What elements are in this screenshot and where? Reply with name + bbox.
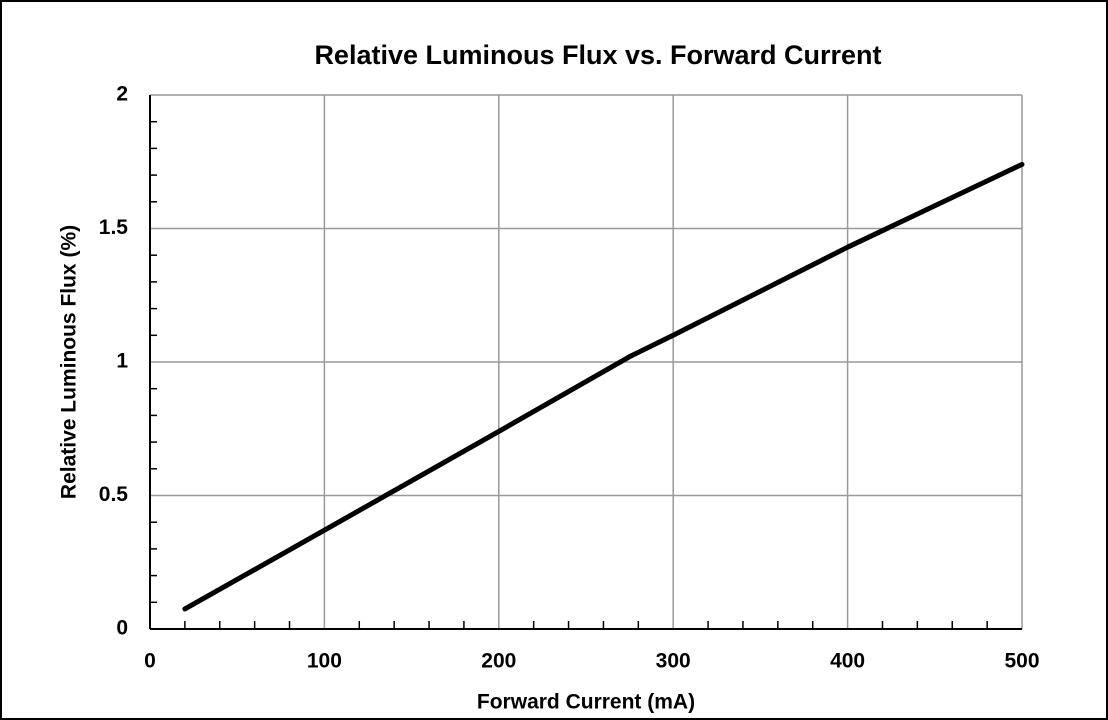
x-tick-label: 0 bbox=[144, 650, 156, 673]
x-tick-label: 500 bbox=[1004, 650, 1039, 673]
x-tick-label: 400 bbox=[830, 650, 865, 673]
y-tick-label: 0 bbox=[116, 617, 128, 640]
y-tick-label: 1.5 bbox=[99, 216, 129, 239]
chart-title: Relative Luminous Flux vs. Forward Curre… bbox=[314, 40, 881, 70]
x-tick-label: 100 bbox=[307, 650, 342, 673]
y-tick-label: 2 bbox=[116, 83, 128, 106]
y-tick-label: 0.5 bbox=[99, 483, 129, 506]
y-tick-label: 1 bbox=[116, 350, 128, 373]
y-axis-label: Relative Luminous Flux (%) bbox=[58, 225, 81, 499]
x-tick-label: 300 bbox=[656, 650, 691, 673]
x-axis-label: Forward Current (mA) bbox=[477, 691, 695, 714]
x-tick-label: 200 bbox=[481, 650, 516, 673]
data-line bbox=[182, 161, 1025, 612]
